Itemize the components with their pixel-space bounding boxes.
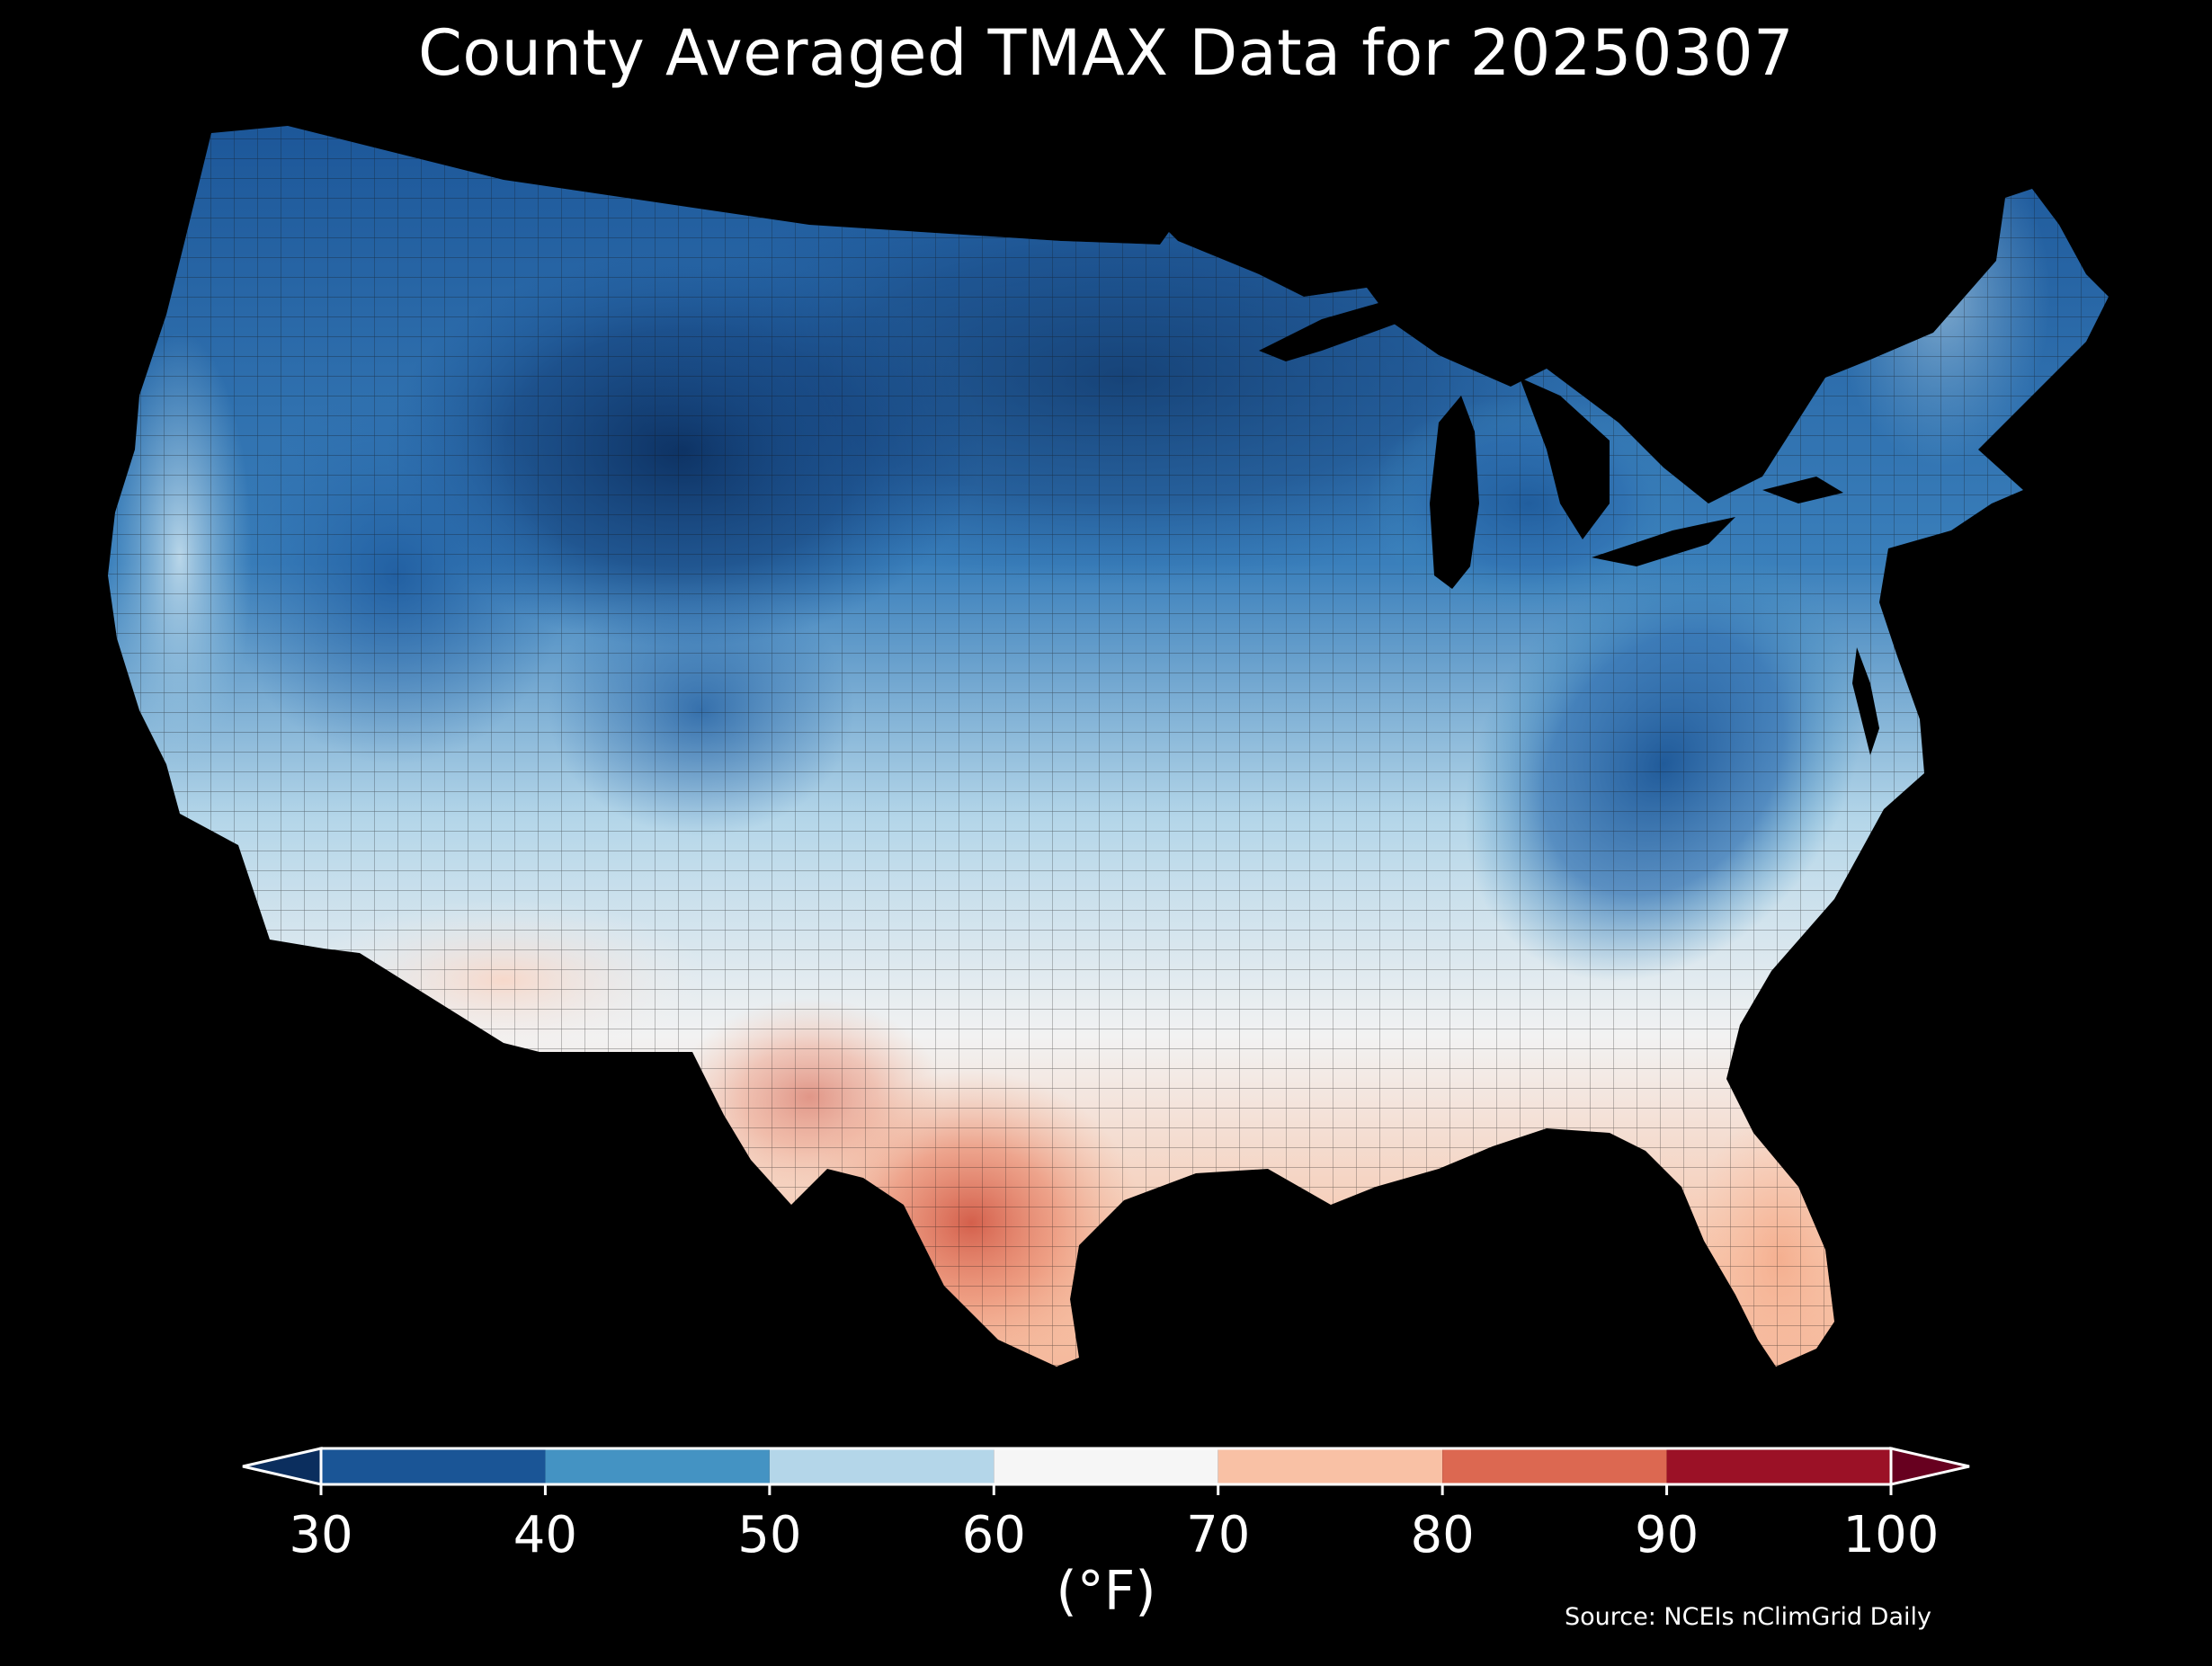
map-title: County Averaged TMAX Data for 20250307 (417, 16, 1795, 90)
lake-ontario (1762, 477, 1843, 503)
colorbar-bin-30-40 (321, 1448, 546, 1484)
colorbar-bin-80-90 (1442, 1448, 1667, 1484)
colorbar-tick-label: 100 (1843, 1506, 1940, 1564)
colorbar-frame (319, 1447, 1893, 1486)
colorbar-bin-90-100 (1666, 1448, 1891, 1484)
great-lakes (1259, 288, 1843, 589)
colorbar-bin-70-80 (1217, 1448, 1443, 1484)
colorbar-bin-60-70 (994, 1448, 1218, 1484)
lake-superior (1259, 288, 1439, 361)
colorbar-bin-50-60 (769, 1448, 995, 1484)
colorbar-bin-40-50 (545, 1448, 770, 1484)
colorbar-tick-label: 70 (1186, 1506, 1250, 1564)
colorbar-extend-high (1889, 1447, 1970, 1486)
chesapeake-bay (1852, 647, 1879, 755)
lake-michigan (1430, 396, 1479, 589)
colorbar-extend-low (242, 1447, 323, 1486)
source-note: Source: NCEIs nClimGrid Daily (1565, 1603, 1931, 1631)
colorbar-tick-label: 80 (1411, 1506, 1475, 1564)
lake-erie (1592, 517, 1735, 566)
colorbar-tick-label: 90 (1635, 1506, 1699, 1564)
colorbar-tick-label: 60 (962, 1506, 1026, 1564)
colorbar-unit-label: (°F) (1056, 1560, 1156, 1623)
colorbar-tick-label: 40 (513, 1506, 577, 1564)
colorbar-tick-label: 50 (737, 1506, 801, 1564)
colorbar-tick-label: 30 (289, 1506, 352, 1564)
lake-huron (1520, 378, 1610, 539)
